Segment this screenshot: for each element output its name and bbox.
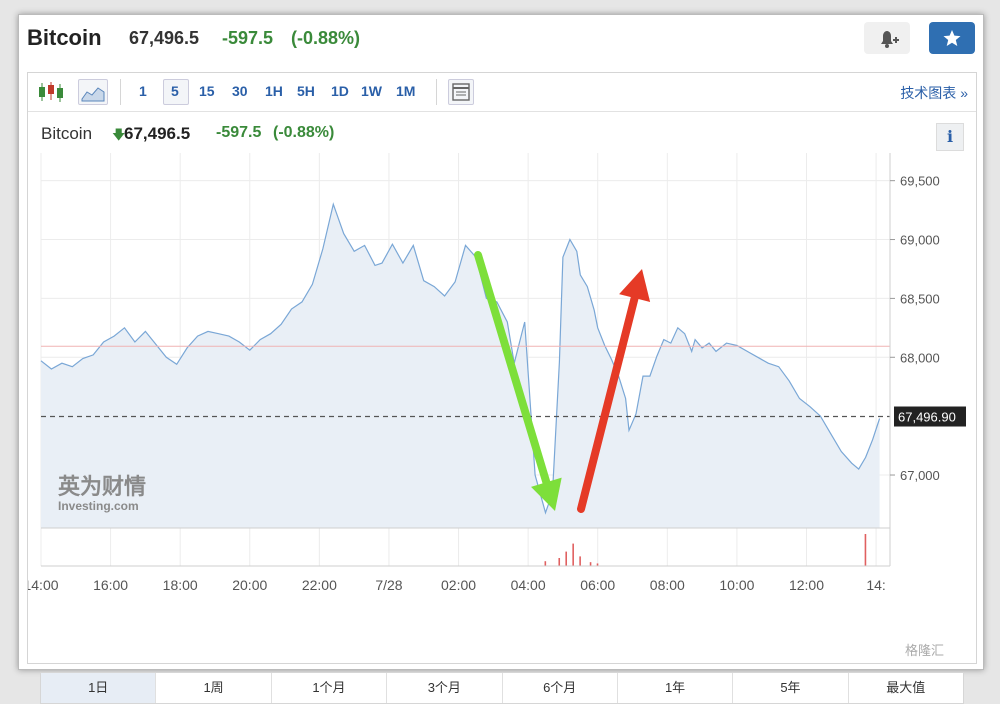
candlestick-icon[interactable] [36,80,66,104]
chart-toolbar: 1 5 15 30 1H 5H 1D 1W 1M 技术图表 » [28,73,976,112]
interval-1w[interactable]: 1W [361,83,382,99]
range-6m[interactable]: 6个月 [502,673,618,703]
quote-header: Bitcoin 67,496.5 -597.5 (-0.88%) [19,15,983,63]
area-chart-button[interactable] [78,79,108,105]
x-tick-label: 04:00 [511,577,546,593]
x-tick-label: 20:00 [232,577,267,593]
interval-30[interactable]: 30 [232,83,248,99]
y-tick-label: 68,000 [900,350,940,365]
add-watchlist-button[interactable] [929,22,975,54]
green-down-arrow-shaft [474,251,551,487]
range-max[interactable]: 最大值 [848,673,963,703]
interval-15[interactable]: 15 [199,83,215,99]
x-tick-label: 10:00 [719,577,754,593]
last-price: 67,496.5 [129,28,200,48]
interval-selected-highlight [163,79,189,105]
y-tick-label: 69,000 [900,233,940,248]
x-tick-label: 08:00 [650,577,685,593]
star-icon [943,30,961,46]
x-tick-label: 06:00 [580,577,615,593]
volume-bar [864,534,867,566]
chart-panel: 1 5 15 30 1H 5H 1D 1W 1M 技术图表 » Bitcoin … [27,72,977,704]
x-tick-label: 02:00 [441,577,476,593]
interval-5h[interactable]: 5H [297,83,315,99]
range-1d[interactable]: 1日 [41,673,157,703]
x-tick-label: 22:00 [302,577,337,593]
down-arrow-icon: 🡇 [112,127,126,142]
current-price-label: 67,496.90 [898,410,956,425]
price-area [41,204,880,528]
volume-bar [544,561,547,566]
legend-change: -597.5 [216,124,262,141]
red-up-arrow-shaft [577,294,639,513]
legend-asset-name: Bitcoin [41,124,93,143]
volume-bar [589,562,592,566]
info-icon[interactable]: i [936,123,964,151]
interval-1d[interactable]: 1D [331,83,349,99]
toolbar-divider [436,79,437,105]
volume-bar [558,558,561,566]
price-line [40,202,881,515]
bell-plus-icon [881,31,899,48]
price-change-percent: (-0.88%) [291,28,361,48]
interval-1[interactable]: 1 [139,83,147,99]
technical-chart-link[interactable]: 技术图表 » [900,85,968,101]
volume-bar [579,556,581,566]
x-tick-label: 14: [866,577,885,593]
logo-cn-text: 英为财情 [58,474,146,500]
interval-5[interactable]: 5 [171,83,179,99]
range-selector: 1日 1周 1个月 3个月 6个月 1年 5年 最大值 [40,672,964,704]
range-1w[interactable]: 1周 [156,673,272,703]
green-down-arrow-head [531,477,562,511]
area-chart-icon [81,87,105,102]
interval-1m[interactable]: 1M [396,83,416,99]
source-watermark: 格隆汇 [905,643,945,658]
add-alert-button[interactable] [864,22,910,54]
asset-name: Bitcoin [27,25,102,50]
legend-change-percent: (-0.88%) [273,124,335,141]
x-tick-label: 18:00 [163,577,198,593]
range-3m[interactable]: 3个月 [387,673,503,703]
y-tick-label: 67,000 [900,468,940,483]
x-tick-label: 7/28 [375,577,402,593]
current-price-box [894,406,966,427]
widget-frame: Bitcoin 67,496.5 -597.5 (-0.88%) [18,14,984,704]
x-tick-label: 16:00 [93,577,128,593]
price-chart: 69,500 69,000 68,500 68,000 67,000 67,496.90 1… [28,153,966,593]
volume-bar [565,551,568,566]
range-5y[interactable]: 5年 [733,673,849,703]
volume-bar [572,543,574,566]
volume-bar [596,563,599,566]
red-up-arrow-head [619,269,651,303]
price-change: -597.5 [222,28,274,48]
toolbar-divider [120,79,121,105]
logo-en-text: Investing.com [58,499,139,513]
table-view-button[interactable] [448,79,474,105]
range-1y[interactable]: 1年 [617,673,734,703]
y-tick-label: 68,500 [900,291,940,306]
legend-price: 67,496.5 [124,124,191,143]
table-icon [452,83,470,101]
x-tick-label: 14:00 [28,577,59,593]
x-tick-label: 12:00 [789,577,824,593]
y-tick-label: 69,500 [900,174,940,189]
range-1m[interactable]: 1个月 [271,673,388,703]
interval-1h[interactable]: 1H [265,83,283,99]
